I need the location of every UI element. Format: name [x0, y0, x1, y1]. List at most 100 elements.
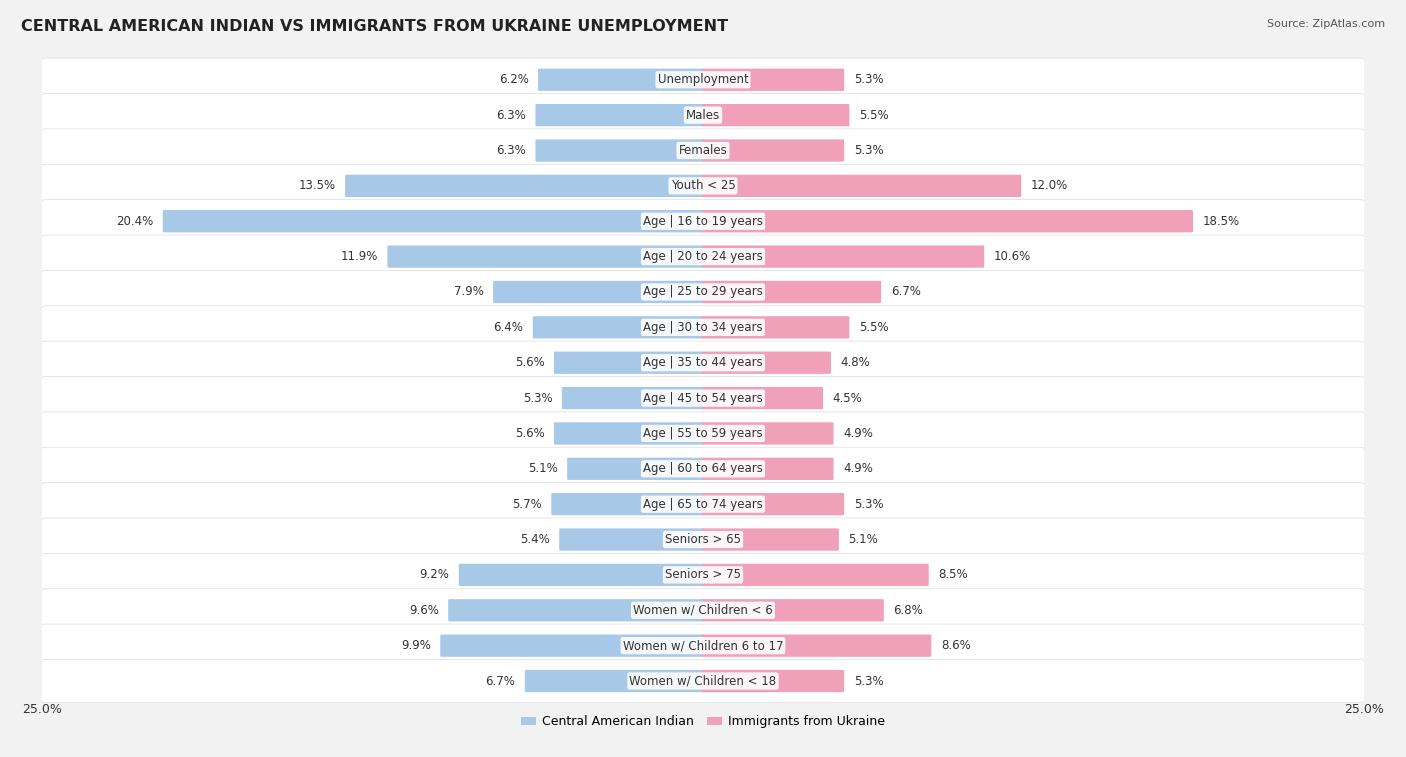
- Text: Women w/ Children < 6: Women w/ Children < 6: [633, 604, 773, 617]
- Text: Age | 35 to 44 years: Age | 35 to 44 years: [643, 357, 763, 369]
- FancyBboxPatch shape: [702, 634, 931, 657]
- FancyBboxPatch shape: [41, 589, 1365, 632]
- FancyBboxPatch shape: [562, 387, 704, 410]
- Text: 9.2%: 9.2%: [419, 569, 450, 581]
- FancyBboxPatch shape: [533, 316, 704, 338]
- Text: 5.6%: 5.6%: [515, 427, 544, 440]
- Legend: Central American Indian, Immigrants from Ukraine: Central American Indian, Immigrants from…: [516, 710, 890, 734]
- Text: 4.9%: 4.9%: [844, 463, 873, 475]
- Text: 5.5%: 5.5%: [859, 321, 889, 334]
- FancyBboxPatch shape: [163, 210, 704, 232]
- FancyBboxPatch shape: [702, 210, 1194, 232]
- FancyBboxPatch shape: [41, 306, 1365, 349]
- FancyBboxPatch shape: [41, 235, 1365, 278]
- FancyBboxPatch shape: [702, 528, 839, 550]
- FancyBboxPatch shape: [344, 175, 704, 197]
- Text: 6.4%: 6.4%: [494, 321, 523, 334]
- FancyBboxPatch shape: [494, 281, 704, 303]
- FancyBboxPatch shape: [41, 58, 1365, 101]
- Text: 5.5%: 5.5%: [859, 109, 889, 122]
- Text: 9.6%: 9.6%: [409, 604, 439, 617]
- FancyBboxPatch shape: [702, 670, 844, 692]
- FancyBboxPatch shape: [41, 412, 1365, 455]
- Text: 5.3%: 5.3%: [853, 674, 883, 687]
- Text: 5.7%: 5.7%: [512, 497, 541, 511]
- FancyBboxPatch shape: [702, 281, 882, 303]
- FancyBboxPatch shape: [41, 164, 1365, 207]
- Text: Males: Males: [686, 109, 720, 122]
- FancyBboxPatch shape: [702, 69, 844, 91]
- FancyBboxPatch shape: [554, 422, 704, 444]
- FancyBboxPatch shape: [702, 175, 1021, 197]
- Text: 6.2%: 6.2%: [499, 73, 529, 86]
- Text: Seniors > 75: Seniors > 75: [665, 569, 741, 581]
- Text: Women w/ Children < 18: Women w/ Children < 18: [630, 674, 776, 687]
- FancyBboxPatch shape: [702, 245, 984, 268]
- FancyBboxPatch shape: [702, 104, 849, 126]
- FancyBboxPatch shape: [41, 483, 1365, 526]
- FancyBboxPatch shape: [702, 139, 844, 162]
- FancyBboxPatch shape: [702, 564, 929, 586]
- Text: Age | 60 to 64 years: Age | 60 to 64 years: [643, 463, 763, 475]
- FancyBboxPatch shape: [449, 599, 704, 621]
- Text: 25.0%: 25.0%: [22, 703, 62, 716]
- FancyBboxPatch shape: [554, 351, 704, 374]
- Text: 9.9%: 9.9%: [401, 639, 430, 652]
- Text: 4.5%: 4.5%: [832, 391, 862, 404]
- Text: 4.8%: 4.8%: [841, 357, 870, 369]
- Text: 20.4%: 20.4%: [115, 215, 153, 228]
- FancyBboxPatch shape: [41, 94, 1365, 137]
- Text: 4.9%: 4.9%: [844, 427, 873, 440]
- Text: 5.3%: 5.3%: [523, 391, 553, 404]
- Text: Age | 55 to 59 years: Age | 55 to 59 years: [643, 427, 763, 440]
- Text: 6.7%: 6.7%: [485, 674, 516, 687]
- FancyBboxPatch shape: [536, 104, 704, 126]
- Text: Age | 45 to 54 years: Age | 45 to 54 years: [643, 391, 763, 404]
- FancyBboxPatch shape: [702, 316, 849, 338]
- Text: 12.0%: 12.0%: [1031, 179, 1069, 192]
- FancyBboxPatch shape: [41, 624, 1365, 667]
- FancyBboxPatch shape: [41, 447, 1365, 491]
- Text: 13.5%: 13.5%: [298, 179, 336, 192]
- FancyBboxPatch shape: [551, 493, 704, 516]
- Text: 5.1%: 5.1%: [527, 463, 558, 475]
- FancyBboxPatch shape: [41, 518, 1365, 561]
- FancyBboxPatch shape: [440, 634, 704, 657]
- FancyBboxPatch shape: [560, 528, 704, 550]
- FancyBboxPatch shape: [538, 69, 704, 91]
- Text: Unemployment: Unemployment: [658, 73, 748, 86]
- Text: Age | 25 to 29 years: Age | 25 to 29 years: [643, 285, 763, 298]
- Text: Seniors > 65: Seniors > 65: [665, 533, 741, 546]
- Text: Age | 20 to 24 years: Age | 20 to 24 years: [643, 250, 763, 263]
- Text: Age | 65 to 74 years: Age | 65 to 74 years: [643, 497, 763, 511]
- Text: 5.6%: 5.6%: [515, 357, 544, 369]
- FancyBboxPatch shape: [41, 659, 1365, 702]
- Text: 5.3%: 5.3%: [853, 73, 883, 86]
- FancyBboxPatch shape: [567, 458, 704, 480]
- Text: 6.7%: 6.7%: [890, 285, 921, 298]
- Text: Females: Females: [679, 144, 727, 157]
- FancyBboxPatch shape: [388, 245, 704, 268]
- Text: Youth < 25: Youth < 25: [671, 179, 735, 192]
- Text: 10.6%: 10.6%: [994, 250, 1031, 263]
- Text: 11.9%: 11.9%: [340, 250, 378, 263]
- FancyBboxPatch shape: [702, 493, 844, 516]
- Text: Age | 16 to 19 years: Age | 16 to 19 years: [643, 215, 763, 228]
- Text: CENTRAL AMERICAN INDIAN VS IMMIGRANTS FROM UKRAINE UNEMPLOYMENT: CENTRAL AMERICAN INDIAN VS IMMIGRANTS FR…: [21, 19, 728, 34]
- FancyBboxPatch shape: [702, 387, 823, 410]
- Text: 7.9%: 7.9%: [454, 285, 484, 298]
- Text: 6.8%: 6.8%: [893, 604, 924, 617]
- Text: Age | 30 to 34 years: Age | 30 to 34 years: [643, 321, 763, 334]
- Text: 25.0%: 25.0%: [1344, 703, 1384, 716]
- FancyBboxPatch shape: [702, 599, 884, 621]
- FancyBboxPatch shape: [524, 670, 704, 692]
- FancyBboxPatch shape: [536, 139, 704, 162]
- FancyBboxPatch shape: [702, 422, 834, 444]
- FancyBboxPatch shape: [41, 341, 1365, 385]
- FancyBboxPatch shape: [458, 564, 704, 586]
- Text: Women w/ Children 6 to 17: Women w/ Children 6 to 17: [623, 639, 783, 652]
- FancyBboxPatch shape: [41, 270, 1365, 313]
- Text: 8.5%: 8.5%: [938, 569, 967, 581]
- Text: 6.3%: 6.3%: [496, 144, 526, 157]
- FancyBboxPatch shape: [41, 376, 1365, 419]
